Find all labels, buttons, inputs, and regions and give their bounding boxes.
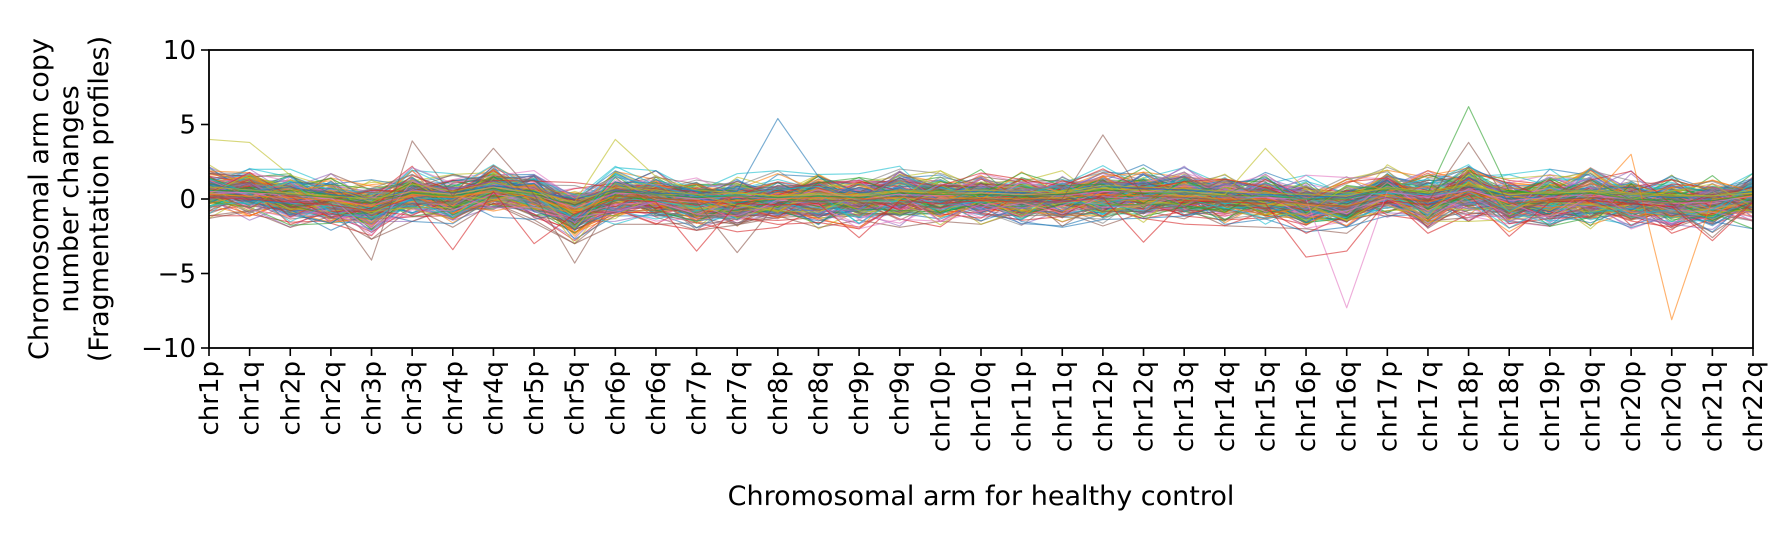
x-tick-label: chr22q [1739, 361, 1769, 452]
x-tick-label: chr2p [276, 361, 306, 436]
x-tick-label: chr16q [1333, 361, 1363, 452]
series-line-highlight-6 [208, 134, 1754, 264]
x-tick-label: chr7p [683, 361, 713, 436]
y-tick-label: 10 [163, 36, 196, 66]
x-tick-label: chr3p [358, 361, 388, 436]
x-tick-label: chr19p [1536, 361, 1566, 452]
x-tick-label: chr16p [1292, 361, 1322, 452]
y-axis-title-line: number changes [54, 85, 85, 312]
series-line-highlight-0 [208, 117, 1754, 200]
x-tick-label: chr11p [1008, 361, 1038, 452]
x-tick-label: chr4q [479, 361, 509, 436]
x-tick-label: chr9p [845, 361, 875, 436]
x-tick-label: chr3q [398, 361, 428, 436]
x-tick-label: chr20q [1658, 361, 1688, 452]
series-line-highlight-5 [208, 138, 1754, 203]
x-tick-label: chr5q [561, 361, 591, 436]
y-tick-label: −5 [158, 260, 196, 290]
series-lines [208, 106, 1754, 321]
x-tick-label: chr8q [804, 361, 834, 436]
series-line-highlight-3 [208, 106, 1754, 206]
x-tick-label: chr7q [723, 361, 753, 436]
y-axis-title: Chromosomal arm copy number changes (Fragm… [24, 36, 115, 362]
x-tick-label: chr13q [1170, 361, 1200, 452]
x-tick-label: chr9q [886, 361, 916, 436]
series-line-199 [208, 178, 1754, 229]
x-tick-label: chr18p [1455, 361, 1485, 452]
x-tick-label: chr5p [520, 361, 550, 436]
x-tick-label: chr17p [1373, 361, 1403, 452]
x-tick-label: chr6q [642, 361, 672, 436]
y-axis-title-line: Chromosomal arm copy [24, 38, 55, 360]
x-tick-label: chr17q [1414, 361, 1444, 452]
x-tick-label: chr15q [1251, 361, 1281, 452]
x-tick-label: chr10q [967, 361, 997, 452]
x-tick-label: chr14q [1211, 361, 1241, 452]
y-axis-title-line: (Fragmentation profiles) [84, 36, 115, 362]
x-tick-label: chr19q [1576, 361, 1606, 452]
y-tick-label: 0 [179, 185, 196, 215]
y-tick-label: −10 [141, 334, 196, 364]
series-line-214 [208, 170, 1754, 224]
x-tick-label: chr18q [1495, 361, 1525, 452]
series-line-highlight-2 [208, 153, 1754, 321]
x-tick-label: chr20p [1617, 361, 1647, 452]
y-tick-label: 5 [179, 111, 196, 141]
x-tick-label: chr1q [236, 361, 266, 436]
x-tick-label: chr2q [317, 361, 347, 436]
x-tick-label: chr8p [764, 361, 794, 436]
y-axis: 10 5 0 −5 −10 [141, 36, 209, 364]
x-tick-label: chr6p [601, 361, 631, 436]
series-line-213 [208, 168, 1754, 219]
x-axis-title: Chromosomal arm for healthy control [728, 481, 1235, 512]
x-tick-label: chr12p [1089, 361, 1119, 452]
x-tick-label: chr11q [1048, 361, 1078, 452]
x-tick-label: chr1p [195, 361, 225, 436]
series-line-206 [208, 179, 1754, 230]
x-tick-label: chr21q [1698, 361, 1728, 452]
x-axis: chr1p chr1q chr2p chr2q chr3p chr3q chr4p chr4q… [195, 348, 1769, 452]
x-tick-label: chr4p [439, 361, 469, 436]
x-tick-label: chr10p [926, 361, 956, 452]
series-line-highlight-7 [208, 190, 1754, 258]
x-tick-label: chr12q [1130, 361, 1160, 452]
